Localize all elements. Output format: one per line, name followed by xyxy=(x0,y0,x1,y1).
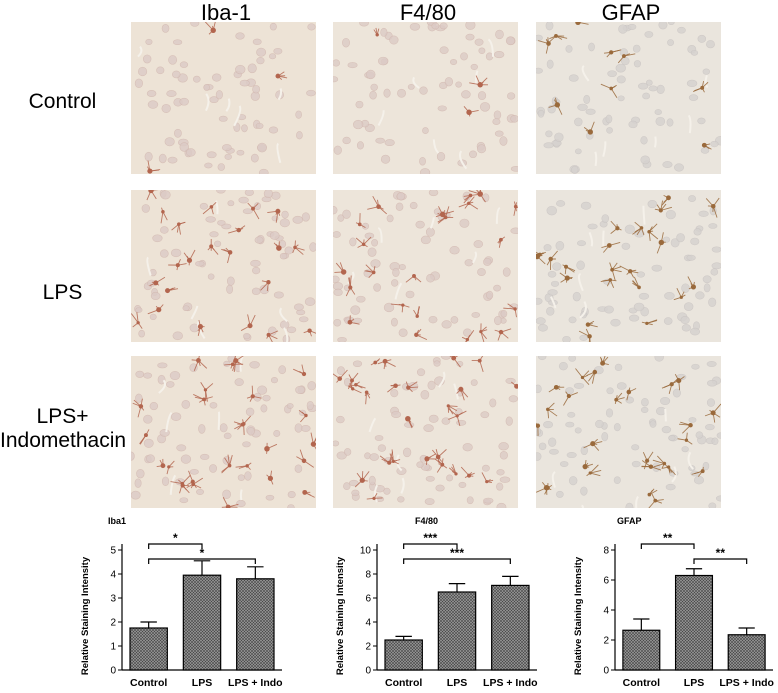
chart-title: GFAP xyxy=(617,516,642,526)
micrograph-iba1-lps xyxy=(131,190,316,342)
y-tick-label: 3 xyxy=(110,594,116,605)
significance-label: *** xyxy=(423,531,437,545)
y-tick-label: 4 xyxy=(603,606,609,617)
y-tick-label: 1 xyxy=(110,642,116,653)
category-label: Control xyxy=(623,677,660,689)
bar xyxy=(676,576,713,671)
category-label: LPS xyxy=(447,677,467,689)
category-label: LPS + Indo xyxy=(719,677,774,689)
category-label: LPS + Indo xyxy=(228,677,283,689)
y-tick-label: 5 xyxy=(110,546,116,557)
y-tick-label: 10 xyxy=(360,546,372,557)
chart-f480: F4/80 Relative Staining Intensity 0 2 4 6 8 10 C… xyxy=(327,510,547,693)
bar xyxy=(623,630,660,670)
y-tick-label: 2 xyxy=(110,618,116,629)
category-label: Control xyxy=(385,677,422,689)
bar xyxy=(130,628,167,670)
significance-label: ** xyxy=(663,531,673,545)
y-tick-label: 6 xyxy=(365,594,371,605)
bar xyxy=(237,579,274,670)
row-label-lps: LPS xyxy=(0,281,125,305)
bar xyxy=(385,640,422,670)
category-label: LPS xyxy=(192,677,212,689)
y-tick-label: 6 xyxy=(603,576,609,587)
chart-title: F4/80 xyxy=(415,516,438,526)
significance-label: * xyxy=(200,546,205,560)
y-tick-label: 0 xyxy=(365,666,371,677)
micrograph-f480-control xyxy=(333,22,518,174)
row-label-indomethacin: Indomethacin xyxy=(0,429,125,453)
y-tick-label: 8 xyxy=(603,546,609,557)
micrograph-gfap-lps-indomethacin xyxy=(536,356,721,508)
micrograph-iba1-lps-indomethacin xyxy=(131,356,316,508)
bar xyxy=(183,575,220,670)
chart-gfap: GFAP Relative Staining Intensity 0 2 4 6 8 Cont… xyxy=(567,510,778,693)
y-axis-label: Relative Staining Intensity xyxy=(80,556,91,675)
y-tick-label: 8 xyxy=(365,570,371,581)
significance-label: *** xyxy=(450,546,464,560)
y-axis-label: Relative Staining Intensity xyxy=(335,556,346,675)
significance-label: ** xyxy=(716,546,726,560)
row-label-control: Control xyxy=(0,90,125,114)
bar xyxy=(492,585,529,670)
bar xyxy=(438,592,475,670)
category-label: LPS xyxy=(684,677,704,689)
y-tick-label: 2 xyxy=(365,642,371,653)
category-label: LPS + Indo xyxy=(483,677,538,689)
category-label: Control xyxy=(130,677,167,689)
micrograph-gfap-control xyxy=(536,22,721,174)
y-tick-label: 4 xyxy=(110,570,116,581)
micrograph-iba1-control xyxy=(131,22,316,174)
row-label-lps-plus: LPS+ xyxy=(0,405,125,429)
micrograph-gfap-lps xyxy=(536,190,721,342)
y-tick-label: 4 xyxy=(365,618,371,629)
y-tick-label: 2 xyxy=(603,636,609,647)
significance-label: * xyxy=(173,531,178,545)
chart-iba1: Iba1 Relative Staining Intensity 0 1 2 3 4 5 Con… xyxy=(72,510,292,693)
micrograph-f480-lps xyxy=(333,190,518,342)
y-tick-label: 0 xyxy=(603,666,609,677)
bar xyxy=(728,635,765,670)
micrograph-f480-lps-indomethacin xyxy=(333,356,518,508)
y-axis-label: Relative Staining Intensity xyxy=(573,556,584,675)
chart-title: Iba1 xyxy=(108,516,126,526)
y-tick-label: 0 xyxy=(110,666,116,677)
